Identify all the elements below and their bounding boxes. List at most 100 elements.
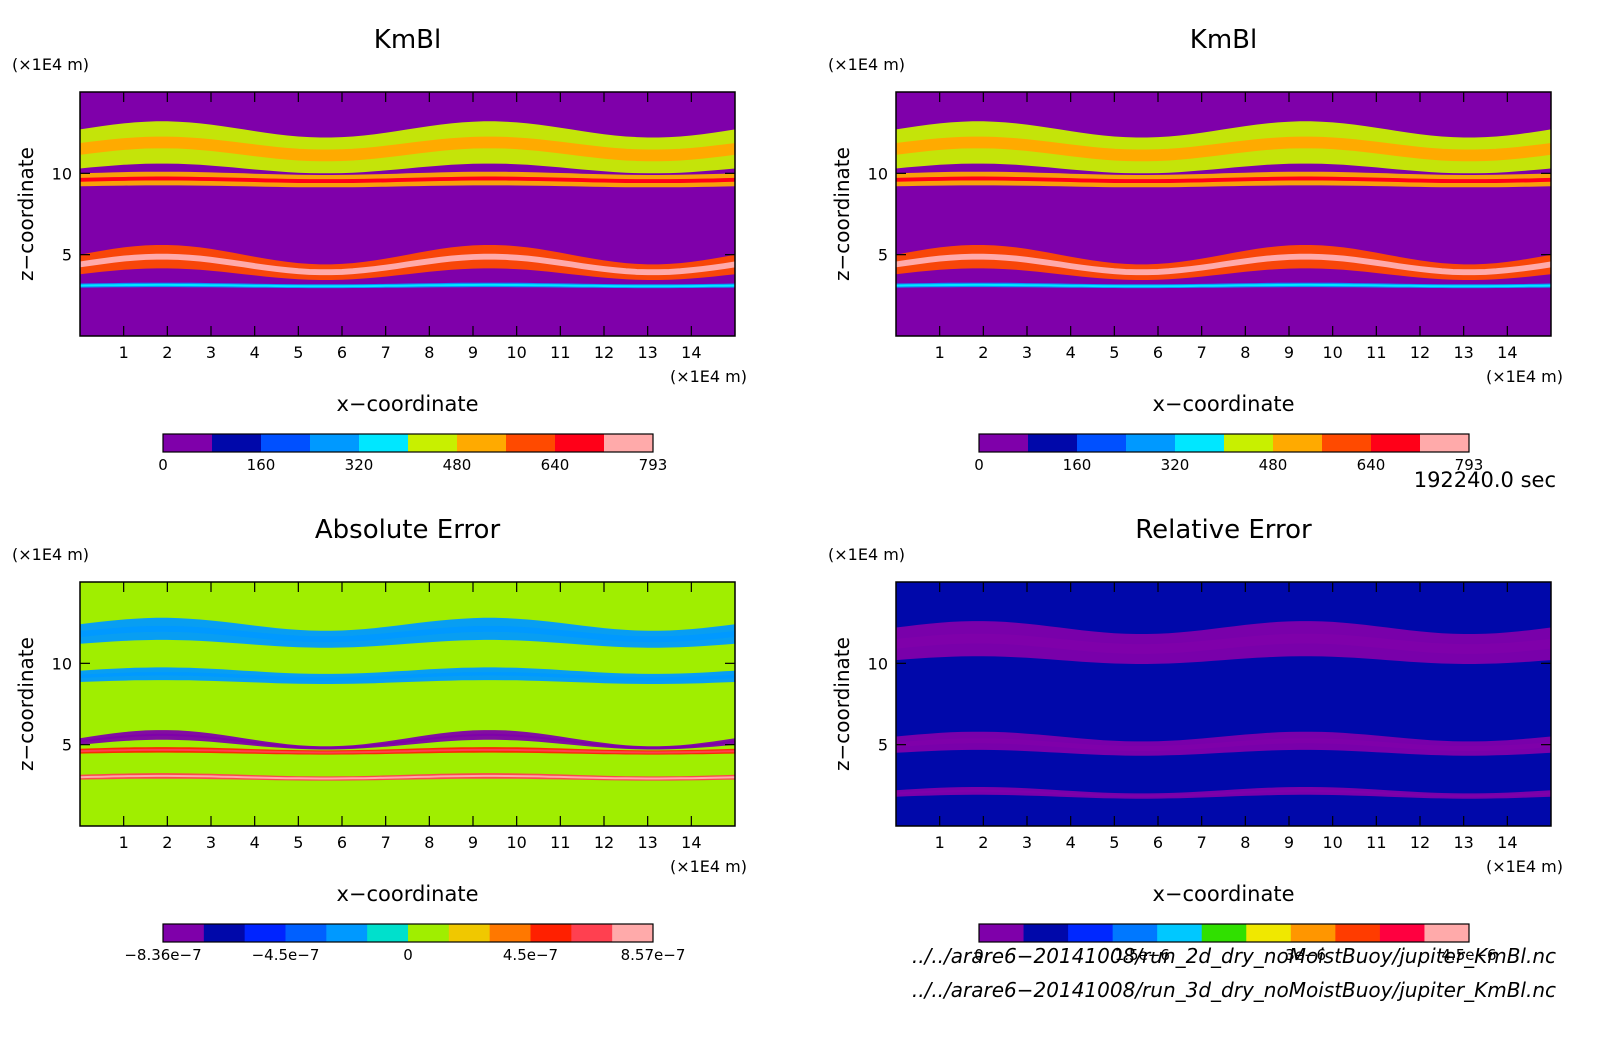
colorbar-label: −4.5e−7 — [252, 946, 320, 964]
x-tick-label: 10 — [1322, 833, 1342, 852]
y-tick-label: 10 — [868, 164, 888, 183]
colorbar-swatch — [1424, 924, 1470, 942]
colorbar-swatch — [979, 924, 1025, 942]
x-tick-label: 5 — [1109, 343, 1119, 362]
x-tick-label: 12 — [1410, 833, 1430, 852]
x-axis-label: x−coordinate — [336, 882, 478, 906]
y-axis-label: z−coordinate — [830, 147, 854, 281]
x-tick-label: 8 — [1240, 833, 1250, 852]
chart-panel-2: KmBl(×1E4 m)1 2 3 4 5 6 7 8 9 10 11 12 13 14510(×1E4 … — [828, 25, 1563, 474]
x-tick-label: 13 — [637, 343, 657, 362]
plot-frame — [895, 581, 1552, 827]
x-unit-label: (×1E4 m) — [1486, 367, 1563, 386]
colorbar-swatch — [604, 434, 654, 452]
y-tick-label: 10 — [868, 654, 888, 673]
x-tick-label: 6 — [1153, 343, 1163, 362]
colorbar-label: 0 — [158, 456, 168, 474]
x-tick-label: 8 — [1240, 343, 1250, 362]
x-axis-label: x−coordinate — [1152, 392, 1294, 416]
colorbar-swatch — [979, 434, 1029, 452]
colorbar-label: 8.57e−7 — [621, 946, 686, 964]
colorbar-swatch — [163, 434, 213, 452]
colorbar-frame — [978, 433, 1470, 453]
colorbar-swatch — [1379, 924, 1425, 942]
colorbar-label: 480 — [1259, 456, 1288, 474]
x-tick-label: 11 — [1366, 343, 1386, 362]
x-tick-label: 12 — [594, 833, 614, 852]
x-tick-label: 13 — [1453, 343, 1473, 362]
colorbar-label: 1.5e−6 — [1115, 946, 1170, 964]
x-tick-label: 7 — [1197, 833, 1207, 852]
y-unit-label: (×1E4 m) — [828, 545, 905, 564]
x-tick-label: 1 — [935, 343, 945, 362]
x-tick-label: 10 — [1322, 343, 1342, 362]
colorbar-label: 320 — [1161, 456, 1190, 474]
y-unit-label: (×1E4 m) — [12, 545, 89, 564]
x-unit-label: (×1E4 m) — [670, 367, 747, 386]
x-tick-label: 4 — [1066, 833, 1076, 852]
time-label: 192240.0 sec — [1413, 468, 1556, 492]
y-unit-label: (×1E4 m) — [12, 55, 89, 74]
x-tick-label: 4 — [250, 833, 260, 852]
y-tick-label: 5 — [62, 246, 72, 265]
contour-core-3 — [80, 733, 735, 749]
contour-core-1 — [896, 136, 1551, 162]
y-axis-label: z−coordinate — [14, 637, 38, 771]
contour-core-1 — [80, 625, 735, 643]
colorbar-label: 640 — [1357, 456, 1386, 474]
x-tick-label: 14 — [1497, 833, 1517, 852]
x-tick-label: 14 — [681, 833, 701, 852]
x-tick-label: 7 — [381, 833, 391, 852]
x-tick-label: 10 — [506, 343, 526, 362]
contour-core-3 — [896, 789, 1551, 798]
contour-core-5 — [80, 774, 735, 780]
x-tick-label: 3 — [206, 343, 216, 362]
x-tick-label: 3 — [1022, 833, 1032, 852]
colorbar-label: 0 — [974, 946, 984, 964]
colorbar-label: 793 — [1455, 456, 1484, 474]
contour-core-1 — [896, 633, 1551, 654]
x-tick-label: 3 — [1022, 343, 1032, 362]
colorbar-label: −8.36e−7 — [124, 946, 201, 964]
contour-core-2 — [896, 176, 1551, 184]
colorbar-swatch — [261, 434, 311, 452]
colorbar-label: 4.5e−7 — [503, 946, 558, 964]
colorbar-swatch — [1175, 434, 1225, 452]
colorbar-swatch — [310, 434, 360, 452]
chart-title: Absolute Error — [315, 515, 501, 545]
x-tick-label: 2 — [978, 343, 988, 362]
x-tick-label: 5 — [293, 833, 303, 852]
y-axis-label: z−coordinate — [14, 147, 38, 281]
x-tick-label: 11 — [550, 833, 570, 852]
colorbar-label: 4.5e−6 — [1441, 946, 1496, 964]
x-tick-label: 12 — [594, 343, 614, 362]
contour-band-3 — [80, 730, 735, 750]
colorbar-swatch — [408, 434, 458, 452]
x-tick-label: 2 — [162, 833, 172, 852]
colorbar-swatch — [163, 924, 205, 942]
colorbar-swatch — [457, 434, 507, 452]
colorbar-label: 793 — [639, 456, 668, 474]
contour-core-4 — [80, 283, 735, 288]
colorbar-label: 320 — [345, 456, 374, 474]
colorbar-swatch — [1420, 434, 1470, 452]
y-tick-label: 5 — [62, 736, 72, 755]
colorbar-label: 480 — [443, 456, 472, 474]
field-contours — [896, 121, 1551, 289]
y-unit-label: (×1E4 m) — [828, 55, 905, 74]
x-tick-label: 10 — [506, 833, 526, 852]
x-tick-label: 9 — [468, 343, 478, 362]
x-tick-label: 2 — [978, 833, 988, 852]
file-path-2: ../../arare6−20141008/run_3d_dry_noMoist… — [911, 978, 1556, 1002]
colorbar-swatch — [212, 434, 262, 452]
colorbar-label: 160 — [1063, 456, 1092, 474]
colorbar-swatch — [1201, 924, 1247, 942]
colorbar-swatch — [285, 924, 327, 942]
x-tick-label: 5 — [293, 343, 303, 362]
x-tick-label: 7 — [1197, 343, 1207, 362]
x-tick-label: 3 — [206, 833, 216, 852]
field-contours — [80, 121, 735, 289]
colorbar-swatch — [489, 924, 531, 942]
field-contours — [896, 621, 1551, 799]
